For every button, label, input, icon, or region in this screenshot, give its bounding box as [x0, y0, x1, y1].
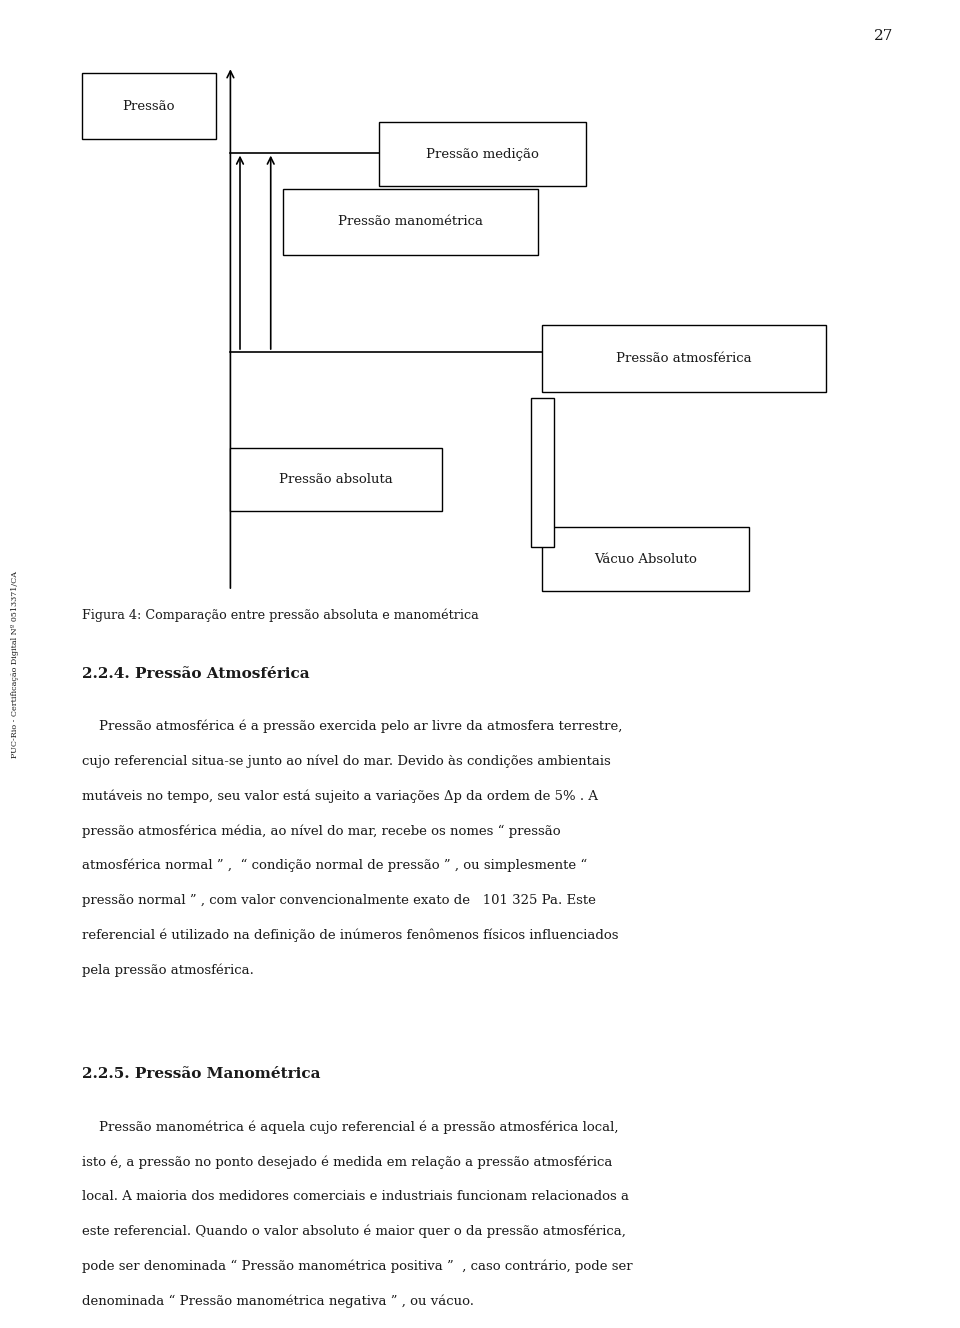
Text: pela pressão atmosférica.: pela pressão atmosférica. — [82, 963, 253, 977]
Text: 2.2.4. Pressão Atmosférica: 2.2.4. Pressão Atmosférica — [82, 667, 309, 681]
Text: Pressão atmosférica: Pressão atmosférica — [616, 352, 752, 365]
Text: Figura 4: Comparação entre pressão absoluta e manométrica: Figura 4: Comparação entre pressão absol… — [82, 608, 478, 622]
Text: mutáveis no tempo, seu valor está sujeito a variações Δp da ordem de 5% . A: mutáveis no tempo, seu valor está sujeit… — [82, 789, 597, 803]
Text: atmosférica normal ” ,  “ condição normal de pressão ” , ou simplesmente “: atmosférica normal ” , “ condição normal… — [82, 859, 587, 872]
Text: Pressão atmosférica é a pressão exercida pelo ar livre da atmosfera terrestre,: Pressão atmosférica é a pressão exercida… — [82, 720, 622, 733]
Text: isto é, a pressão no ponto desejado é medida em relação a pressão atmosférica: isto é, a pressão no ponto desejado é me… — [82, 1155, 612, 1169]
Text: denominada “ Pressão manométrica negativa ” , ou vácuo.: denominada “ Pressão manométrica negativ… — [82, 1295, 473, 1308]
Text: Pressão medição: Pressão medição — [426, 147, 539, 161]
FancyBboxPatch shape — [542, 325, 826, 392]
Text: Vácuo Absoluto: Vácuo Absoluto — [594, 552, 697, 566]
Text: cujo referencial situa-se junto ao nível do mar. Devido às condições ambientais: cujo referencial situa-se junto ao nível… — [82, 754, 611, 768]
Text: PUC-Rio - Certificação Digital Nº 0513371/CA: PUC-Rio - Certificação Digital Nº 051337… — [12, 571, 19, 757]
Text: Pressão manométrica: Pressão manométrica — [338, 215, 483, 228]
Text: 27: 27 — [874, 29, 893, 44]
Text: pressão normal ” , com valor convencionalmente exato de   101 325 Pa. Este: pressão normal ” , com valor convenciona… — [82, 894, 595, 907]
Text: Pressão manométrica é aquela cujo referencial é a pressão atmosférica local,: Pressão manométrica é aquela cujo refere… — [82, 1121, 618, 1134]
FancyBboxPatch shape — [230, 448, 442, 511]
FancyBboxPatch shape — [283, 189, 538, 255]
Text: Pressão: Pressão — [123, 100, 175, 113]
Text: local. A maioria dos medidores comerciais e industriais funcionam relacionados a: local. A maioria dos medidores comerciai… — [82, 1190, 629, 1203]
Text: pressão atmosférica média, ao nível do mar, recebe os nomes “ pressão: pressão atmosférica média, ao nível do m… — [82, 825, 561, 838]
Text: Pressão absoluta: Pressão absoluta — [279, 473, 393, 486]
Text: este referencial. Quando o valor absoluto é maior quer o da pressão atmosférica,: este referencial. Quando o valor absolut… — [82, 1224, 626, 1238]
Text: 2.2.5. Pressão Manométrica: 2.2.5. Pressão Manométrica — [82, 1068, 320, 1081]
FancyBboxPatch shape — [379, 122, 586, 186]
Text: referencial é utilizado na definição de inúmeros fenômenos físicos influenciados: referencial é utilizado na definição de … — [82, 928, 618, 942]
FancyBboxPatch shape — [82, 73, 216, 139]
FancyBboxPatch shape — [531, 398, 554, 547]
Text: pode ser denominada “ Pressão manométrica positiva ”  , caso contrário, pode ser: pode ser denominada “ Pressão manométric… — [82, 1259, 633, 1274]
FancyBboxPatch shape — [542, 527, 749, 591]
